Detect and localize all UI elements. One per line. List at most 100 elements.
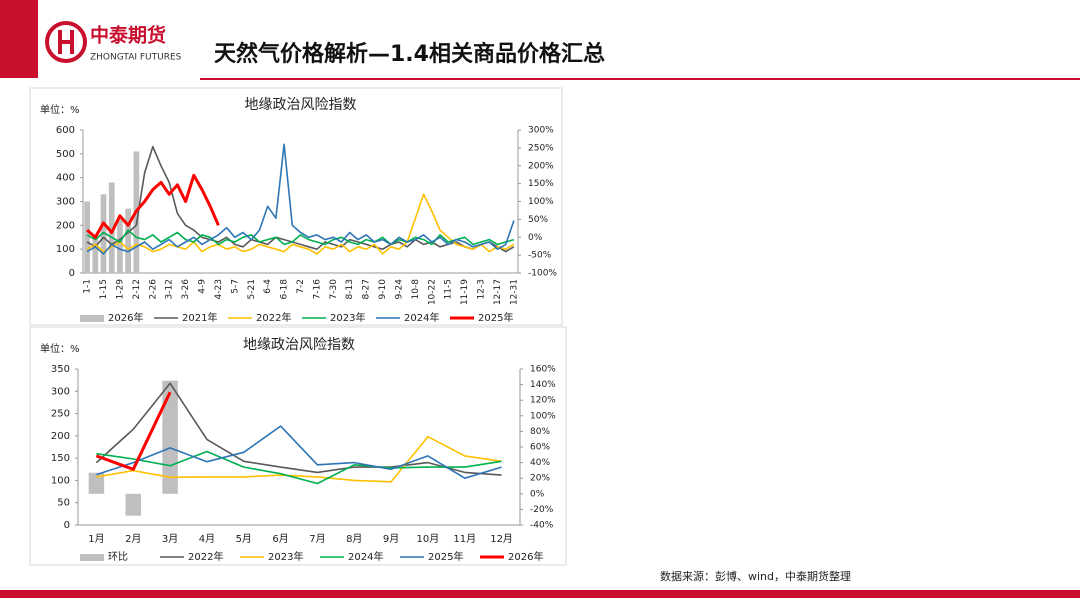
x-tick-label: 4-23 — [214, 279, 224, 299]
legend-label: 2025年 — [478, 311, 513, 324]
source-note: 数据来源：彭博、wind，中泰期货整理 — [660, 569, 851, 583]
x-tick-label: 12-3 — [477, 279, 487, 299]
x-tick-label: 9-24 — [394, 279, 404, 300]
y-tick-label: 500 — [56, 149, 75, 160]
x-tick-label: 10-22 — [427, 279, 437, 305]
y2-tick-label: 80% — [530, 427, 550, 437]
y2-tick-label: 200% — [528, 161, 554, 171]
y-tick-label: 400 — [56, 173, 75, 184]
x-tick-label: 7-16 — [312, 279, 322, 300]
series-line — [86, 143, 515, 255]
x-tick-label: 7-2 — [296, 279, 306, 294]
series-line — [86, 193, 515, 255]
x-tick-label: 1-1 — [83, 279, 93, 294]
x-tick-label: 9月 — [383, 533, 399, 545]
x-tick-label: 12-17 — [493, 279, 503, 305]
x-tick-label: 7月 — [309, 533, 325, 545]
x-tick-label: 2-26 — [148, 279, 158, 300]
x-tick-label: 10-8 — [411, 279, 421, 300]
y-tick-label: 300 — [51, 386, 70, 397]
y2-tick-label: 40% — [530, 458, 550, 468]
legend-label: 2025年 — [428, 550, 463, 563]
y2-tick-label: 120% — [530, 396, 556, 406]
x-tick-label: 7-30 — [329, 279, 339, 300]
x-tick-label: 5月 — [236, 533, 252, 545]
x-tick-label: 1-15 — [99, 279, 109, 299]
series-line — [96, 435, 502, 483]
x-tick-label: 8-13 — [345, 279, 355, 299]
y2-tick-label: 140% — [530, 380, 556, 390]
y-tick-label: 50 — [57, 498, 70, 509]
logo-mark — [58, 30, 74, 54]
y2-tick-label: 0% — [530, 489, 545, 499]
y-tick-label: 200 — [56, 220, 75, 231]
y-tick-label: 0 — [69, 268, 75, 279]
y-tick-label: 150 — [51, 453, 70, 464]
x-tick-label: 3-12 — [165, 279, 175, 299]
chart-title: 地缘政治风险指数 — [243, 337, 355, 353]
legend-label: 2024年 — [404, 311, 439, 324]
y-tick-label: 250 — [51, 409, 70, 420]
legend-swatch — [80, 554, 104, 561]
y2-tick-label: -40% — [530, 521, 554, 531]
series-line — [86, 173, 220, 239]
x-tick-label: 6-18 — [280, 279, 290, 300]
y2-tick-label: 100% — [530, 411, 556, 421]
x-tick-label: 6-4 — [263, 279, 273, 294]
x-tick-label: 11-19 — [460, 279, 470, 305]
x-tick-label: 3月 — [162, 533, 178, 545]
legend-label: 2023年 — [330, 311, 365, 324]
logo-ring — [45, 21, 87, 63]
unit-label: 单位：% — [40, 342, 80, 355]
y-tick-label: 100 — [51, 475, 70, 486]
x-tick-label: 11-5 — [444, 279, 454, 299]
y2-tick-label: 100% — [528, 197, 554, 207]
y-tick-label: 200 — [51, 431, 70, 442]
legend-label: 2026年 — [508, 550, 543, 563]
x-tick-label: 2-12 — [132, 279, 142, 299]
y2-tick-label: 250% — [528, 143, 554, 153]
series-line — [86, 145, 515, 253]
x-tick-label: 1月 — [88, 533, 104, 545]
y-tick-label: 300 — [56, 197, 75, 208]
legend-label: 环比 — [108, 551, 128, 563]
legend-swatch — [80, 315, 104, 322]
bar — [92, 234, 99, 273]
y2-tick-label: 50% — [528, 215, 548, 225]
series-line — [96, 450, 502, 485]
series-line — [95, 382, 502, 476]
y2-tick-label: 60% — [530, 443, 550, 453]
x-tick-label: 9-10 — [378, 279, 388, 300]
x-tick-label: 6月 — [272, 533, 288, 545]
side-strip — [0, 0, 38, 78]
x-tick-label: 3-26 — [181, 279, 191, 300]
x-tick-label: 2月 — [125, 533, 141, 545]
y2-tick-label: -100% — [528, 269, 557, 279]
y2-tick-label: -50% — [528, 251, 552, 261]
x-tick-label: 12月 — [490, 533, 513, 545]
footer-bar — [0, 590, 1080, 598]
bar — [108, 182, 115, 273]
x-tick-label: 4月 — [199, 533, 215, 545]
bar — [88, 472, 105, 494]
y2-tick-label: 20% — [530, 474, 550, 484]
series-line — [96, 425, 502, 479]
x-tick-label: 10月 — [417, 533, 440, 545]
x-tick-label: 1-29 — [115, 279, 125, 300]
slide-title: 天然气价格解析—1.4相关商品价格汇总 — [214, 41, 605, 67]
legend-label: 2026年 — [108, 311, 143, 324]
bar — [84, 201, 90, 273]
legend-label: 2021年 — [182, 311, 217, 324]
series-line — [95, 391, 172, 471]
bar — [117, 218, 123, 273]
x-tick-label: 5-21 — [247, 279, 257, 299]
x-tick-label: 8月 — [346, 533, 362, 545]
y2-tick-label: 150% — [528, 179, 554, 189]
bar — [100, 194, 107, 273]
logo-cn: 中泰期货 — [90, 24, 166, 47]
bar — [125, 493, 141, 516]
legend-label: 2022年 — [188, 550, 223, 563]
x-tick-label: 12-31 — [509, 279, 519, 305]
